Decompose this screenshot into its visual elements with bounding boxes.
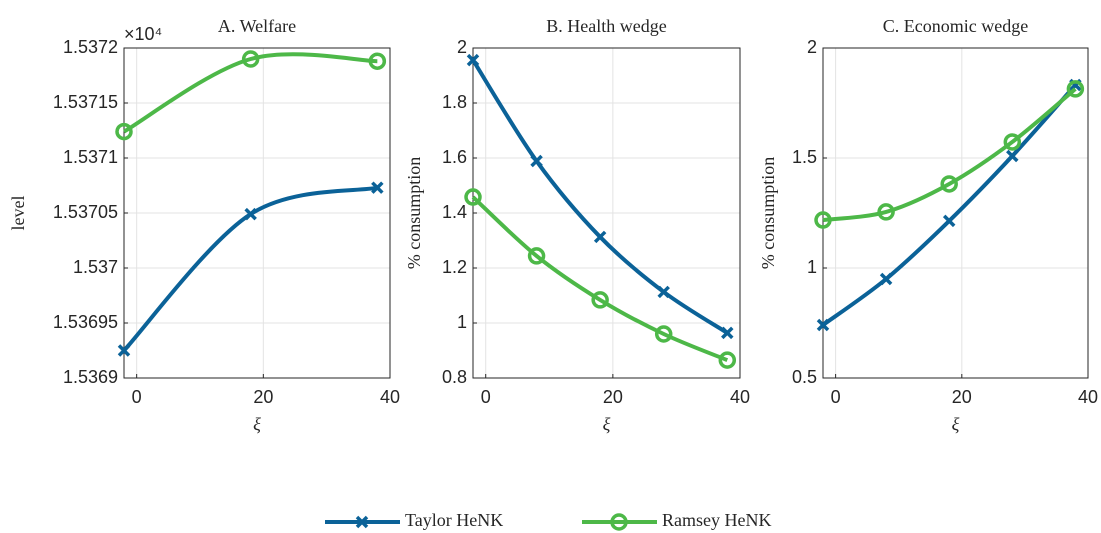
series-line <box>471 195 729 362</box>
y-tick-label: 1.8 <box>442 92 467 112</box>
marker <box>593 230 607 244</box>
y-tick-label: 1.5372 <box>63 37 118 57</box>
y-tick-label: 2 <box>807 37 817 57</box>
chart-title: A. Welfare <box>218 16 296 36</box>
y-axis-label: % consumption <box>404 157 424 270</box>
marker <box>117 344 131 357</box>
marker <box>879 272 893 286</box>
marker <box>464 188 482 206</box>
axes-box <box>472 47 741 379</box>
legend-label: Ramsey HeNK <box>662 510 771 530</box>
marker <box>591 291 609 309</box>
y-tick-label: 2 <box>457 37 467 57</box>
x-tick-label: 20 <box>952 387 972 407</box>
y-tick-label: 1.4 <box>442 202 467 222</box>
legend-marker <box>355 515 369 529</box>
x-tick-label: 40 <box>1078 387 1098 407</box>
x-axis-label: ξ <box>952 414 960 434</box>
y-tick-label: 0.5 <box>792 367 817 387</box>
x-tick-label: 40 <box>730 387 750 407</box>
x-tick-label: 40 <box>380 387 400 407</box>
y-tick-label: 1.53705 <box>53 202 118 222</box>
x-tick-label: 0 <box>831 387 841 407</box>
x-axis-label: ξ <box>603 414 611 434</box>
marker <box>1003 133 1022 151</box>
chart-title: C. Economic wedge <box>883 16 1028 36</box>
y-axis-label: % consumption <box>758 157 778 270</box>
marker <box>657 285 670 299</box>
marker <box>718 351 737 369</box>
marker <box>721 326 734 340</box>
x-tick-label: 0 <box>481 387 491 407</box>
marker <box>942 214 956 228</box>
y-tick-label: 1 <box>807 257 817 277</box>
y-tick-label: 1.5 <box>792 147 817 167</box>
marker <box>816 318 830 332</box>
legend-marker <box>610 513 628 531</box>
y-axis-label: level <box>8 196 28 231</box>
marker <box>940 175 958 193</box>
marker <box>654 325 673 343</box>
y-tick-label: 1.6 <box>442 147 467 167</box>
marker <box>115 122 133 141</box>
x-tick-label: 20 <box>253 387 273 407</box>
y-tick-label: 1.53695 <box>53 312 118 332</box>
marker <box>368 52 387 70</box>
x-axis-label: ξ <box>253 414 261 434</box>
y-tick-label: 1.53715 <box>53 92 118 112</box>
y-tick-label: 0.8 <box>442 367 467 387</box>
marker <box>241 50 260 68</box>
marker <box>1006 149 1019 163</box>
marker <box>371 181 384 194</box>
marker <box>814 211 832 229</box>
y-tick-label: 1.5369 <box>63 367 118 387</box>
x-tick-label: 20 <box>603 387 623 407</box>
axis-multiplier: ×10⁴ <box>124 24 162 44</box>
marker <box>527 247 546 265</box>
series-line <box>822 87 1077 223</box>
series-line <box>123 52 378 134</box>
marker <box>530 154 543 168</box>
legend-label: Taylor HeNK <box>405 510 503 530</box>
marker <box>877 203 895 221</box>
y-tick-label: 1.537 <box>73 257 118 277</box>
chart-title: B. Health wedge <box>546 16 666 36</box>
axes-box <box>123 47 391 379</box>
y-tick-label: 1.2 <box>442 257 467 277</box>
y-tick-label: 1.5371 <box>63 147 118 167</box>
x-tick-label: 0 <box>132 387 142 407</box>
marker <box>244 207 257 221</box>
marker <box>466 53 480 67</box>
marker <box>1066 80 1085 98</box>
y-tick-label: 1 <box>457 312 467 332</box>
